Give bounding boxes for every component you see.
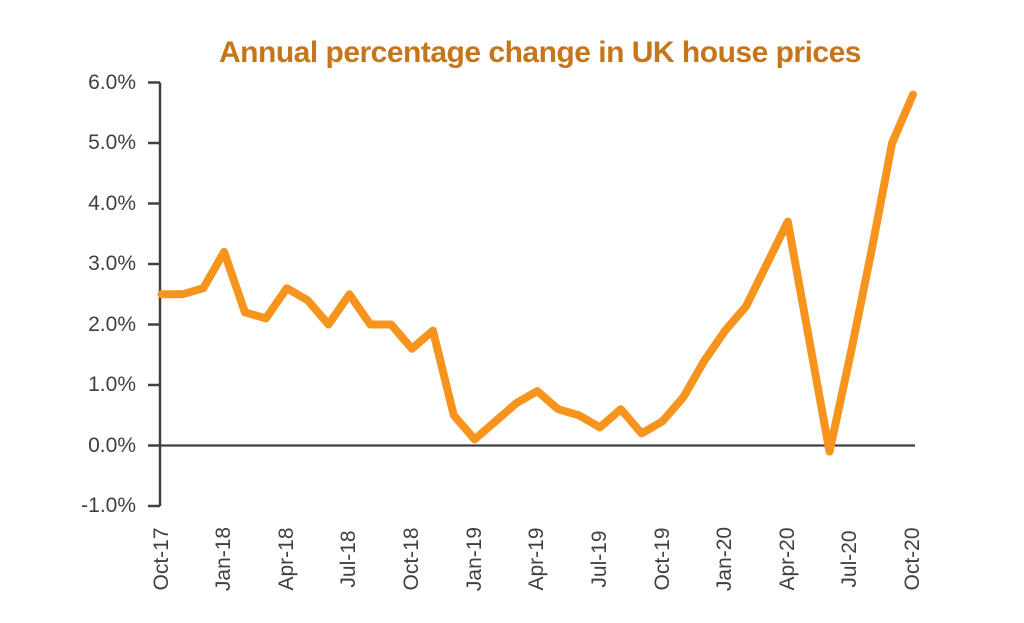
- x-tick-label: Oct-18: [400, 527, 423, 591]
- y-tick-label: 1.0%: [88, 373, 136, 396]
- chart-title: Annual percentage change in UK house pri…: [219, 36, 862, 69]
- x-tick-label: Jan-19: [462, 526, 486, 592]
- x-tick-label: Jul-19: [587, 530, 611, 588]
- house-price-series-line: [157, 90, 917, 456]
- y-tick-label: 0.0%: [88, 433, 136, 457]
- y-tick-label: -1.0%: [81, 494, 136, 517]
- x-tick-label: Apr-20: [775, 527, 799, 591]
- x-tick-label: Oct-17: [149, 527, 173, 591]
- x-tick-label: Apr-18: [274, 527, 298, 591]
- x-tick-label: Jul-18: [337, 530, 361, 588]
- y-tick-label: 5.0%: [88, 131, 136, 154]
- y-tick-label: 2.0%: [88, 312, 136, 336]
- y-tick-label: 6.0%: [88, 70, 136, 94]
- y-tick-label: 3.0%: [88, 252, 136, 275]
- x-tick-label: Apr-19: [525, 527, 549, 591]
- x-tick-label: Jan-20: [713, 526, 737, 592]
- y-axis-ticks: [148, 81, 160, 508]
- x-tick-label: Jan-18: [212, 526, 236, 592]
- y-tick-label: 4.0%: [88, 191, 136, 215]
- x-tick-label: Oct-20: [901, 527, 924, 591]
- x-tick-label: Jul-20: [838, 530, 862, 588]
- x-tick-label: Oct-19: [650, 527, 674, 591]
